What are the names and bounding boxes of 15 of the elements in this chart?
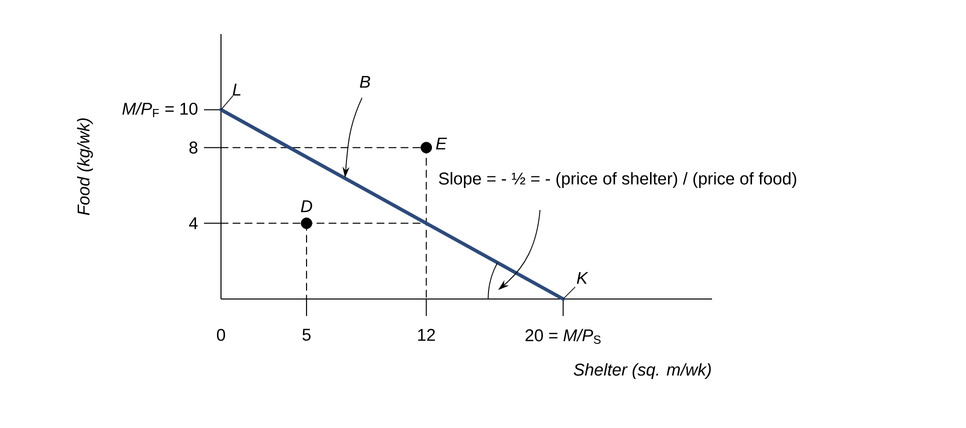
annotation: E <box>436 138 447 150</box>
x-tick-label: 5 <box>302 328 311 341</box>
x-tick-label: 0 <box>216 328 226 341</box>
y-tick-label: M/P$_{F}$ = 10 <box>122 102 198 118</box>
annotation: B <box>360 76 370 88</box>
y-tick-label: 8 <box>189 142 198 154</box>
annotation: L <box>232 84 240 96</box>
annotation: Slope = - ½ = - (price of shelter) / (price of food) <box>438 172 796 188</box>
y-axis-title: Food (kg/wk) <box>77 118 93 216</box>
x-tick-label: 20 = M/P$_{S}$ <box>526 328 601 344</box>
annotation: K <box>576 272 588 284</box>
x-tick-label: 12 <box>418 328 435 341</box>
x-axis-title: Shelter (sq. m/wk) <box>574 363 711 380</box>
annotation: D <box>300 200 312 212</box>
y-tick-label: 4 <box>189 217 198 230</box>
